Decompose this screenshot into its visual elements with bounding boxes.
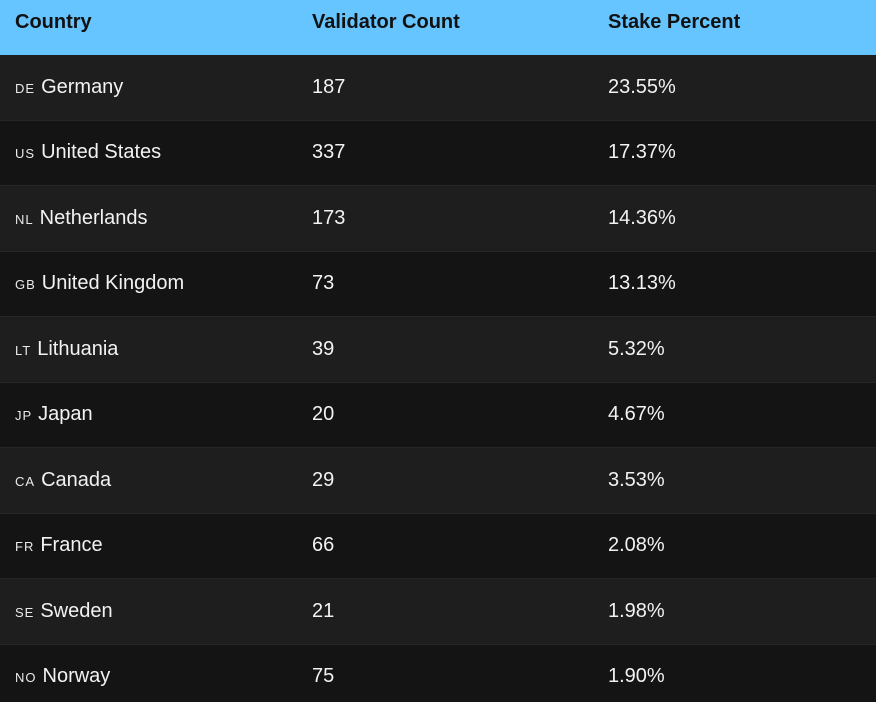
country-cell: DE Germany bbox=[0, 76, 297, 99]
country-cell: CA Canada bbox=[0, 469, 297, 492]
country-code: JP bbox=[15, 408, 33, 424]
stake-percent-cell: 13.13% bbox=[608, 272, 676, 295]
table-row[interactable]: CA Canada 29 3.53% bbox=[0, 448, 876, 514]
country-name: Japan bbox=[38, 403, 93, 426]
country-cell: LT Lithuania bbox=[0, 338, 297, 361]
country-name: Lithuania bbox=[37, 337, 119, 360]
country-code: NL bbox=[15, 211, 34, 227]
table-row[interactable]: JP Japan 20 4.67% bbox=[0, 382, 876, 448]
country-name: Norway bbox=[42, 665, 111, 688]
table-row[interactable]: NO Norway 75 1.90% bbox=[0, 644, 876, 702]
stake-percent-cell: 3.53% bbox=[608, 468, 665, 491]
stake-percent-cell: 1.90% bbox=[608, 665, 665, 688]
country-name: Netherlands bbox=[39, 206, 148, 229]
country-code: CA bbox=[15, 473, 36, 489]
table-row[interactable]: NL Netherlands 173 14.36% bbox=[0, 186, 876, 252]
country-cell: SE Sweden bbox=[0, 600, 297, 623]
table-row[interactable]: US United States 337 17.37% bbox=[0, 120, 876, 186]
table-row[interactable]: FR France 66 2.08% bbox=[0, 513, 876, 579]
country-cell: NL Netherlands bbox=[0, 207, 297, 230]
country-name: United States bbox=[41, 141, 162, 164]
validator-count-cell: 173 bbox=[312, 206, 346, 229]
country-code: US bbox=[15, 146, 36, 162]
header-validator-count[interactable]: Validator Count bbox=[312, 11, 460, 33]
validator-count-cell: 73 bbox=[312, 272, 335, 295]
validator-count-cell: 29 bbox=[312, 468, 335, 491]
country-cell: JP Japan bbox=[0, 403, 297, 426]
country-name: France bbox=[40, 534, 103, 557]
stake-percent-cell: 5.32% bbox=[608, 337, 665, 360]
table-row[interactable]: DE Germany 187 23.55% bbox=[0, 55, 876, 121]
stake-percent-cell: 14.36% bbox=[608, 206, 676, 229]
country-code: SE bbox=[15, 604, 35, 620]
header-country[interactable]: Country bbox=[15, 11, 92, 33]
stake-percent-cell: 4.67% bbox=[608, 403, 665, 426]
header-stake-percent[interactable]: Stake Percent bbox=[608, 11, 741, 33]
country-code: NO bbox=[15, 670, 37, 686]
validator-count-cell: 39 bbox=[312, 337, 335, 360]
table-header: Country Validator Count Stake Percent bbox=[0, 0, 876, 55]
validator-count-cell: 21 bbox=[312, 599, 335, 622]
country-cell: FR France bbox=[0, 534, 297, 557]
country-cell: US United States bbox=[0, 141, 297, 164]
validator-count-cell: 187 bbox=[312, 75, 346, 98]
table-row[interactable]: SE Sweden 21 1.98% bbox=[0, 579, 876, 645]
stake-percent-cell: 2.08% bbox=[608, 534, 665, 557]
country-cell: GB United Kingdom bbox=[0, 272, 297, 295]
table-row[interactable]: GB United Kingdom 73 13.13% bbox=[0, 251, 876, 317]
validator-count-cell: 20 bbox=[312, 403, 335, 426]
country-code: GB bbox=[15, 277, 36, 293]
validator-count-cell: 75 bbox=[312, 665, 335, 688]
country-name: Canada bbox=[41, 468, 112, 491]
validator-count-cell: 337 bbox=[312, 141, 346, 164]
validator-count-cell: 66 bbox=[312, 534, 335, 557]
stake-percent-cell: 1.98% bbox=[608, 599, 665, 622]
country-code: FR bbox=[15, 539, 35, 555]
country-name: Sweden bbox=[40, 599, 113, 622]
stake-percent-cell: 23.55% bbox=[608, 75, 676, 98]
stake-percent-cell: 17.37% bbox=[608, 141, 676, 164]
country-code: DE bbox=[15, 80, 36, 96]
country-name: United Kingdom bbox=[41, 272, 185, 295]
country-cell: NO Norway bbox=[0, 665, 297, 688]
country-code: LT bbox=[15, 342, 32, 358]
table-row[interactable]: LT Lithuania 39 5.32% bbox=[0, 317, 876, 383]
country-name: Germany bbox=[41, 75, 124, 98]
